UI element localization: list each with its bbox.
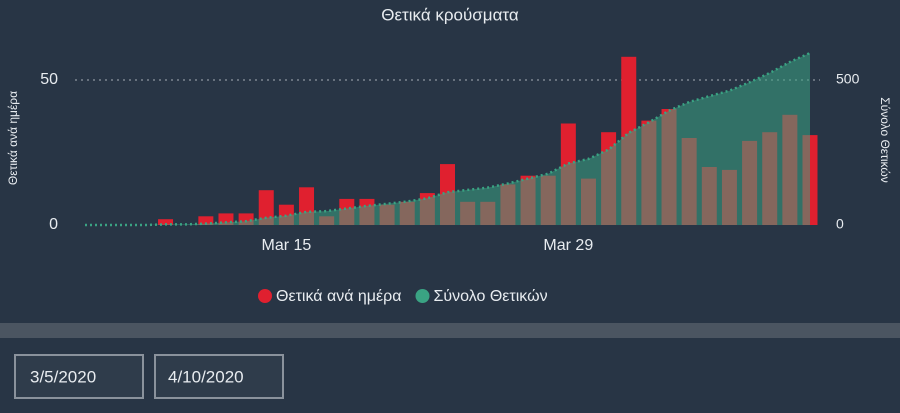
date-input[interactable] [14,354,144,399]
y2-tick-label: 0 [836,216,844,232]
chart-title: Θετικά κρούσματα [381,5,519,24]
area [85,53,810,225]
line [85,51,811,227]
end-date[interactable]: 4/10/2020 [168,367,244,386]
x-tick-label: Mar 15 [261,237,311,254]
bar [238,213,254,225]
y-axis-title: Θετικά ανά ημέρα [6,91,20,185]
date-input[interactable] [154,354,284,399]
start-date[interactable]: 3/5/2020 [30,367,96,386]
y2-tick-label: 500 [836,71,860,87]
divider [0,323,900,338]
legend-label: Σύνολο Θετικών [434,288,548,305]
legend-marker [415,289,430,303]
legend-label: Θετικά ανά ημέρα [276,288,402,305]
bar [158,219,174,225]
y-tick-label: 0 [49,216,58,233]
y-tick-label: 50 [40,71,58,88]
bar [198,216,214,225]
legend-marker [258,289,272,303]
y2-axis-title: Σύνολο Θετικών [878,97,892,183]
bar [218,213,234,225]
x-tick-label: Mar 29 [543,237,593,254]
